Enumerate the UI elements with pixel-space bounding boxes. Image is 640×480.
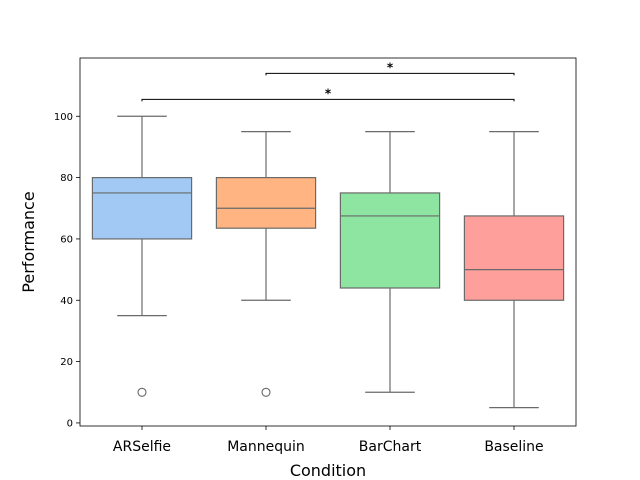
significance-bracket: * <box>141 86 515 102</box>
box-iqr <box>463 215 565 301</box>
significance-layer: ** <box>141 60 515 102</box>
box-mannequin <box>215 131 317 397</box>
outlier-point <box>261 387 271 397</box>
significance-label: * <box>325 86 332 100</box>
y-tick-label: 20 <box>60 357 73 368</box>
box-iqr <box>91 177 193 240</box>
box-arselfie <box>91 115 193 397</box>
box-iqr <box>215 177 317 229</box>
x-tick-label: BarChart <box>359 439 422 455</box>
y-tick-label: 40 <box>60 296 73 307</box>
box-baseline <box>463 131 565 409</box>
x-tick-label: Baseline <box>484 439 543 455</box>
y-tick-label: 100 <box>54 112 73 123</box>
bracket-line <box>265 72 515 76</box>
y-tick-label: 80 <box>60 173 73 184</box>
y-tick-label: 0 <box>67 418 73 429</box>
x-tick-label: Mannequin <box>227 439 305 455</box>
significance-bracket: * <box>265 60 515 76</box>
box-iqr <box>339 192 441 289</box>
significance-label: * <box>387 60 394 74</box>
y-tick-label: 60 <box>60 234 73 245</box>
y-axis-title: Performance <box>19 191 38 292</box>
outlier-point <box>137 387 147 397</box>
y-axis: 0 20 40 60 80 100 <box>54 112 80 429</box>
boxes-layer <box>91 115 565 409</box>
x-axis: ARSelfie Mannequin BarChart Baseline <box>113 426 544 455</box>
box-barchart <box>339 131 441 393</box>
x-tick-label: ARSelfie <box>113 439 171 455</box>
plot-frame <box>79 57 577 427</box>
x-axis-title: Condition <box>290 461 366 480</box>
bracket-line <box>141 98 515 102</box>
